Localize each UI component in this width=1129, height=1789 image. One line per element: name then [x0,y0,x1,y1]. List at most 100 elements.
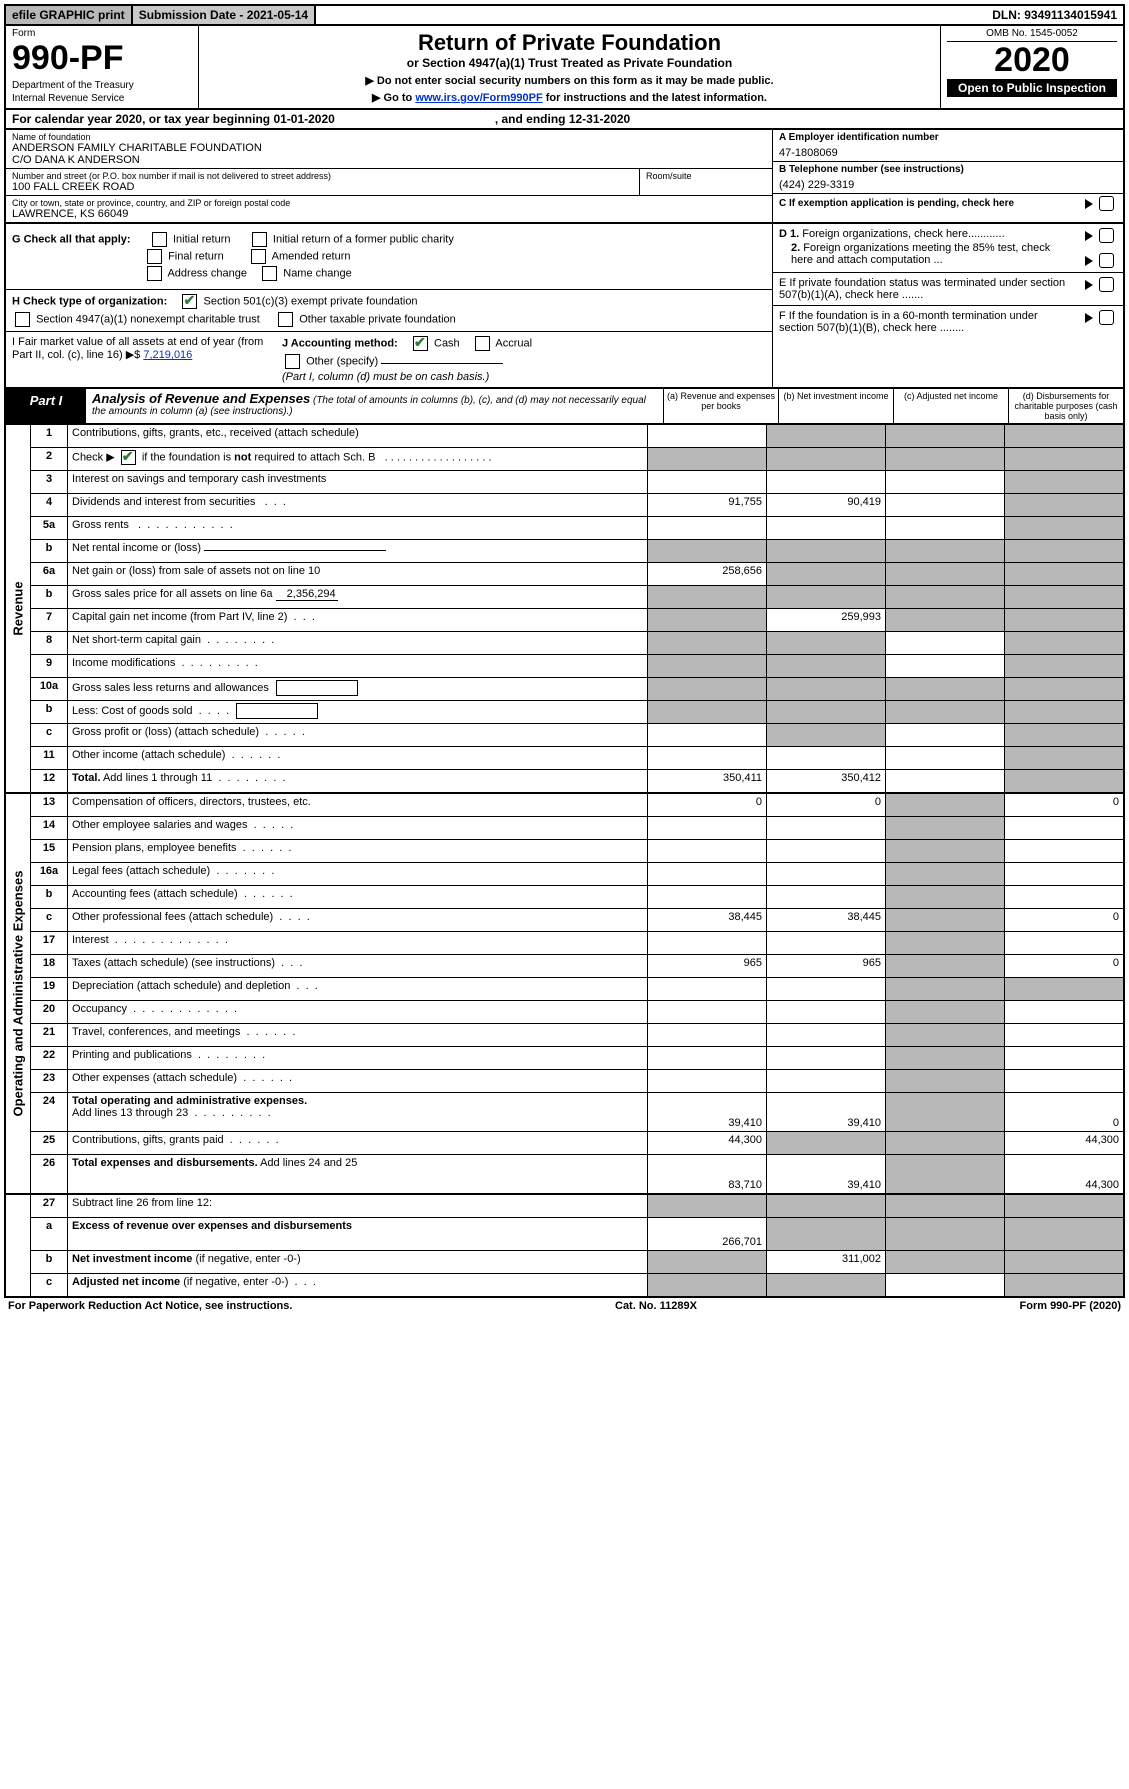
row-num: 12 [31,770,68,792]
row-23: 23 Other expenses (attach schedule) . . … [31,1070,1123,1093]
cell-a [647,724,766,746]
cell-c [885,932,1004,954]
sec4947-checkbox[interactable] [15,312,30,327]
cell-c [885,770,1004,792]
row-desc: Capital gain net income (from Part IV, l… [68,609,647,631]
accrual-checkbox[interactable] [475,336,490,351]
other-taxable-checkbox[interactable] [278,312,293,327]
revenue-label: Revenue [6,425,31,792]
cell-b [766,632,885,654]
cell-b: 311,002 [766,1251,885,1273]
entity-right: A Employer identification number 47-1808… [772,130,1123,222]
cell-c [885,886,1004,908]
row-3: 3 Interest on savings and temporary cash… [31,471,1123,494]
name-change-checkbox[interactable] [262,266,277,281]
checks-right: D 1. D 1. Foreign organizations, check h… [772,224,1123,387]
c-checkbox[interactable] [1099,196,1114,211]
cell-d: 0 [1004,794,1123,816]
cell-d: 0 [1004,955,1123,977]
cell-c [885,425,1004,447]
row-10c: c Gross profit or (loss) (attach schedul… [31,724,1123,747]
cell-a [647,932,766,954]
cell-b: 965 [766,955,885,977]
sch-b-checkbox[interactable] [121,450,136,465]
row-num: b [31,886,68,908]
d2-checkbox[interactable] [1099,253,1114,268]
cell-a: 266,701 [647,1218,766,1250]
part1-header: Part I Analysis of Revenue and Expenses … [4,389,1125,425]
initial-former-checkbox[interactable] [252,232,267,247]
j-section: J Accounting method: Cash Accrual Other … [272,336,766,383]
r17-desc: Interest [72,934,109,946]
row-13: 13 Compensation of officers, directors, … [31,794,1123,817]
r5b-line [204,550,386,551]
cell-a [647,1070,766,1092]
final-return-label: Final return [168,250,224,262]
cell-d [1004,678,1123,700]
revenue-rows: 1 Contributions, gifts, grants, etc., re… [31,425,1123,792]
irs-link[interactable]: www.irs.gov/Form990PF [415,92,542,104]
cell-b [766,724,885,746]
page-footer: For Paperwork Reduction Act Notice, see … [4,1298,1125,1314]
col-b-head: (b) Net investment income [778,389,893,423]
initial-former-label: Initial return of a former public charit… [273,233,454,245]
row-num: 10a [31,678,68,700]
i-arrow: ▶$ [126,349,141,361]
r21-desc: Travel, conferences, and meetings [72,1026,240,1038]
cell-d [1004,471,1123,493]
row-num: 26 [31,1155,68,1193]
cell-a [647,747,766,769]
spacer [316,6,986,24]
cell-a [647,425,766,447]
row-12: 12 Total. Add lines 1 through 11 . . . .… [31,770,1123,792]
cell-d [1004,494,1123,516]
header-right: OMB No. 1545-0052 2020 Open to Public In… [941,26,1123,108]
department-label: Department of the Treasury Internal Reve… [12,79,192,105]
row-num: 25 [31,1132,68,1154]
row-desc: Excess of revenue over expenses and disb… [68,1218,647,1250]
g-line2: Final return Amended return [12,249,766,264]
fmv-value[interactable]: 7,219,016 [143,349,192,361]
f-checkbox[interactable] [1099,310,1114,325]
row-7: 7 Capital gain net income (from Part IV,… [31,609,1123,632]
row-19: 19 Depreciation (attach schedule) and de… [31,978,1123,1001]
address-change-checkbox[interactable] [147,266,162,281]
cell-a [647,678,766,700]
row-16b: b Accounting fees (attach schedule) . . … [31,886,1123,909]
row-9: 9 Income modifications . . . . . . . . . [31,655,1123,678]
city-label: City or town, state or province, country… [12,198,766,208]
cell-c [885,517,1004,539]
r9-desc: Income modifications [72,657,175,669]
r4-desc: Dividends and interest from securities [72,496,255,508]
form-header: Form 990-PF Department of the Treasury I… [4,26,1125,110]
cell-b [766,932,885,954]
phone-cell: B Telephone number (see instructions) (4… [773,162,1123,194]
cash-checkbox[interactable] [413,336,428,351]
row-num: b [31,540,68,562]
cell-d [1004,1047,1123,1069]
row-num: 27 [31,1195,68,1217]
initial-return-checkbox[interactable] [152,232,167,247]
tax-year: 2020 [947,42,1117,79]
cell-b [766,540,885,562]
row-11: 11 Other income (attach schedule) . . . … [31,747,1123,770]
cell-c [885,1132,1004,1154]
cell-a: 0 [647,794,766,816]
cell-b [766,817,885,839]
e-checkbox[interactable] [1099,277,1114,292]
cell-b: 90,419 [766,494,885,516]
other-specify-line [381,363,503,364]
c-arrow-check [1081,196,1117,211]
final-return-checkbox[interactable] [147,249,162,264]
r10b-desc: Less: Cost of goods sold [72,705,192,717]
accrual-label: Accrual [495,337,532,349]
d1-checkbox[interactable] [1099,228,1114,243]
row-desc: Other professional fees (attach schedule… [68,909,647,931]
row-desc: Interest on savings and temporary cash i… [68,471,647,493]
room-cell: Room/suite [640,169,772,195]
other-method-checkbox[interactable] [285,354,300,369]
row-6b: b Gross sales price for all assets on li… [31,586,1123,609]
cell-a [647,817,766,839]
sec501-checkbox[interactable] [182,294,197,309]
amended-checkbox[interactable] [251,249,266,264]
